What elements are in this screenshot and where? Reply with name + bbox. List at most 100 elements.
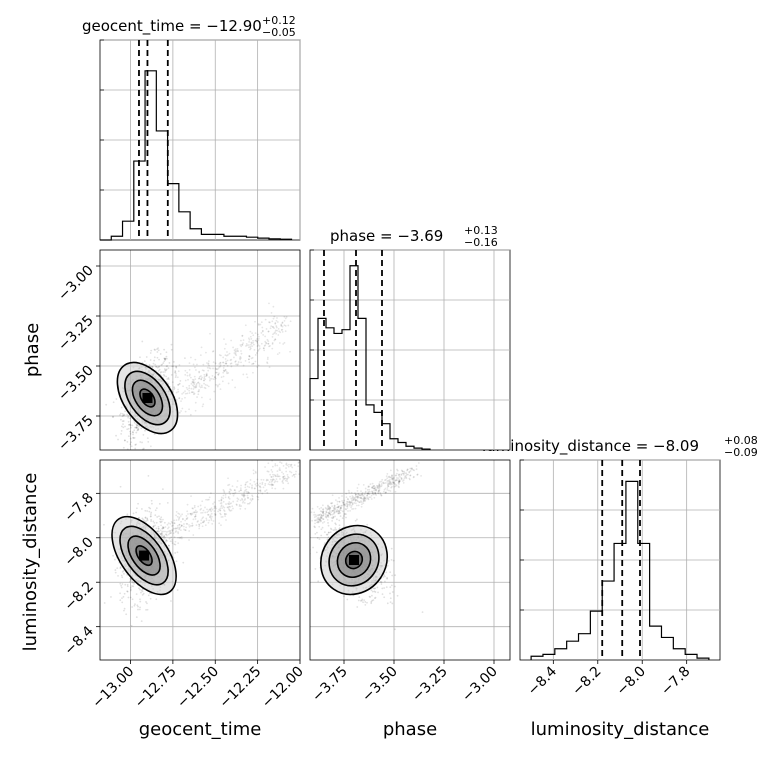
scatter-point	[173, 543, 176, 546]
scatter-point	[248, 491, 250, 494]
scatter-point	[139, 356, 141, 359]
scatter-point	[281, 322, 284, 324]
scatter-point	[321, 511, 324, 514]
scatter-point	[388, 475, 391, 478]
scatter-point	[165, 539, 168, 541]
scatter-point	[172, 365, 175, 368]
scatter-point	[112, 401, 115, 404]
scatter-point	[190, 513, 193, 516]
scatter-point	[200, 378, 202, 381]
scatter-point	[175, 510, 178, 513]
scatter-point	[322, 510, 325, 513]
scatter-point	[275, 332, 278, 335]
scatter-point	[153, 348, 156, 351]
scatter-point	[200, 384, 203, 387]
scatter-point	[346, 498, 349, 500]
scatter-point	[163, 368, 166, 370]
scatter-point	[371, 487, 373, 489]
scatter-point	[350, 506, 353, 509]
scatter-point	[245, 490, 248, 493]
scatter-point	[213, 505, 216, 508]
scatter-point	[152, 520, 155, 523]
scatter-point	[173, 522, 176, 525]
scatter-point	[387, 485, 390, 488]
hist-step-luminosity_distance	[530, 480, 710, 660]
scatter-point	[222, 494, 225, 497]
scatter-point	[393, 485, 396, 488]
scatter-point	[236, 347, 239, 350]
scatter-point	[271, 320, 274, 323]
scatter-point	[222, 488, 225, 491]
scatter-point	[354, 496, 357, 499]
scatter-point	[361, 598, 364, 601]
scatter-point	[192, 391, 195, 394]
scatter-point	[343, 515, 345, 517]
scatter-point	[251, 345, 254, 348]
scatter-point	[389, 483, 392, 486]
scatter-point	[245, 342, 248, 345]
scatter-point	[202, 369, 205, 372]
scatter-point	[126, 413, 129, 416]
scatter-point	[170, 343, 173, 346]
scatter-point	[242, 364, 245, 367]
scatter-point	[387, 476, 390, 479]
scatter-point	[265, 341, 268, 344]
scatter-point	[246, 344, 249, 347]
scatter-point	[193, 383, 196, 386]
scatter-point	[257, 323, 260, 325]
scatter-point	[161, 536, 164, 539]
scatter-point	[194, 378, 197, 380]
scatter-point	[218, 362, 221, 365]
xlabel-luminosity-distance: luminosity_distance	[531, 719, 710, 740]
scatter-point	[159, 520, 162, 523]
scatter-point	[228, 508, 230, 510]
scatter-point	[329, 507, 332, 509]
scatter-point	[360, 599, 363, 602]
scatter-point	[238, 490, 241, 493]
scatter-point	[150, 520, 152, 523]
scatter-point	[246, 494, 249, 497]
scatter-point	[385, 491, 387, 494]
scatter-point	[393, 482, 396, 485]
scatter-point	[245, 373, 248, 376]
scatter-point	[216, 368, 218, 371]
scatter-point	[207, 513, 210, 516]
scatter-point	[164, 357, 167, 360]
scatter-point	[179, 529, 182, 532]
scatter-point	[249, 498, 252, 501]
scatter-point	[192, 382, 195, 385]
scatter-point	[360, 494, 362, 497]
scatter-point	[170, 374, 173, 376]
scatter-point	[372, 485, 374, 488]
scatter-point	[167, 377, 170, 379]
scatter-point	[139, 588, 141, 591]
scatter-point	[140, 589, 143, 592]
scatter-point	[319, 510, 322, 513]
scatter-point	[333, 504, 336, 507]
scatter-point	[394, 490, 397, 493]
scatter-point	[280, 462, 283, 464]
scatter-point	[270, 475, 273, 478]
scatter-point	[317, 518, 320, 521]
scatter-point	[184, 379, 187, 382]
scatter-point	[153, 359, 156, 362]
scatter-point	[357, 492, 360, 495]
scatter-point	[268, 321, 271, 324]
scatter-point	[273, 478, 275, 481]
scatter-point	[342, 503, 345, 506]
scatter-point	[192, 381, 195, 384]
scatter-point	[341, 495, 343, 497]
scatter-point	[187, 513, 189, 515]
scatter-point	[407, 473, 409, 476]
scatter-point	[264, 335, 267, 338]
scatter-point	[277, 327, 280, 330]
scatter-point	[191, 378, 194, 381]
scatter-point	[210, 377, 213, 380]
scatter-point	[123, 609, 125, 612]
scatter-point	[277, 475, 280, 478]
scatter-point	[370, 498, 373, 500]
scatter-point	[200, 346, 203, 349]
scatter-point	[198, 524, 201, 526]
scatter-point	[259, 323, 262, 326]
scatter-point	[372, 491, 374, 494]
